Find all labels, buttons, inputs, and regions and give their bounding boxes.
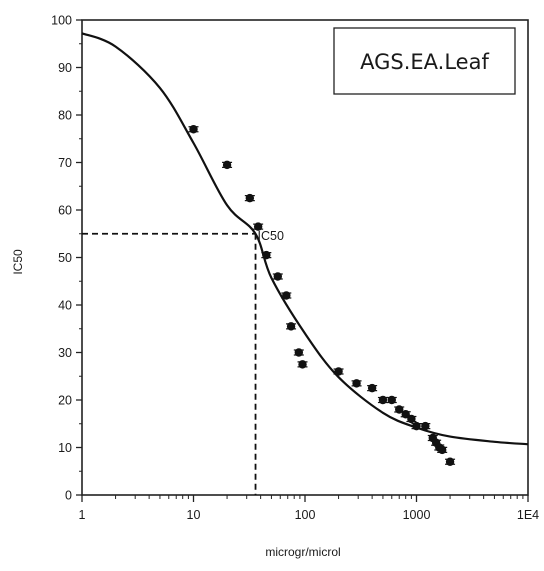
data-point	[273, 272, 282, 281]
y-tick-label: 30	[58, 346, 72, 360]
x-axis: 1 10 100 1000 1E4	[79, 495, 539, 522]
title-box: AGS.EA.Leaf	[333, 27, 516, 95]
data-point	[282, 291, 291, 300]
title-box-frame	[333, 27, 516, 95]
y-tick-label: 20	[58, 394, 72, 408]
data-point	[262, 250, 271, 260]
data-point	[387, 395, 396, 405]
x-tick-label: 10	[187, 508, 201, 522]
y-tick-label: 70	[58, 156, 72, 170]
y-tick-label: 60	[58, 204, 72, 218]
x-tick-label: 1000	[403, 508, 431, 522]
x-tick-label: 100	[295, 508, 316, 522]
data-point	[437, 445, 447, 455]
data-point	[421, 421, 430, 431]
data-point	[407, 414, 416, 424]
data-point	[378, 395, 388, 405]
y-tick-label: 90	[58, 61, 72, 75]
y-tick-label: 40	[58, 299, 72, 313]
ic50-reference-lines	[82, 232, 257, 495]
data-point	[352, 379, 361, 388]
data-point	[412, 421, 421, 431]
data-point	[294, 348, 304, 357]
fit-curve	[81, 32, 529, 446]
x-tick-label: 1	[79, 508, 86, 522]
data-point	[253, 222, 263, 231]
ic50-annotation: IC50	[258, 229, 284, 243]
data-point	[367, 383, 377, 393]
y-tick-label: 80	[58, 109, 72, 123]
data-point	[298, 360, 307, 369]
data-point	[286, 322, 296, 331]
y-axis-title: IC50	[11, 249, 25, 275]
x-axis-title: microgr/microl	[265, 545, 340, 559]
y-tick-label: 10	[58, 441, 72, 455]
x-tick-label: 1E4	[517, 508, 539, 522]
data-point	[334, 367, 343, 376]
data-points	[188, 125, 456, 466]
data-point	[445, 457, 455, 466]
y-tick-label: 100	[51, 14, 72, 28]
data-point	[245, 193, 255, 203]
data-point	[189, 125, 198, 134]
y-tick-label: 0	[65, 489, 72, 503]
y-tick-label: 50	[58, 251, 72, 265]
data-point	[222, 160, 232, 170]
chart-title: AGS.EA.Leaf	[360, 50, 489, 74]
y-axis: 0 10 20 30 40 50 60 70 80 90 100	[51, 14, 82, 503]
